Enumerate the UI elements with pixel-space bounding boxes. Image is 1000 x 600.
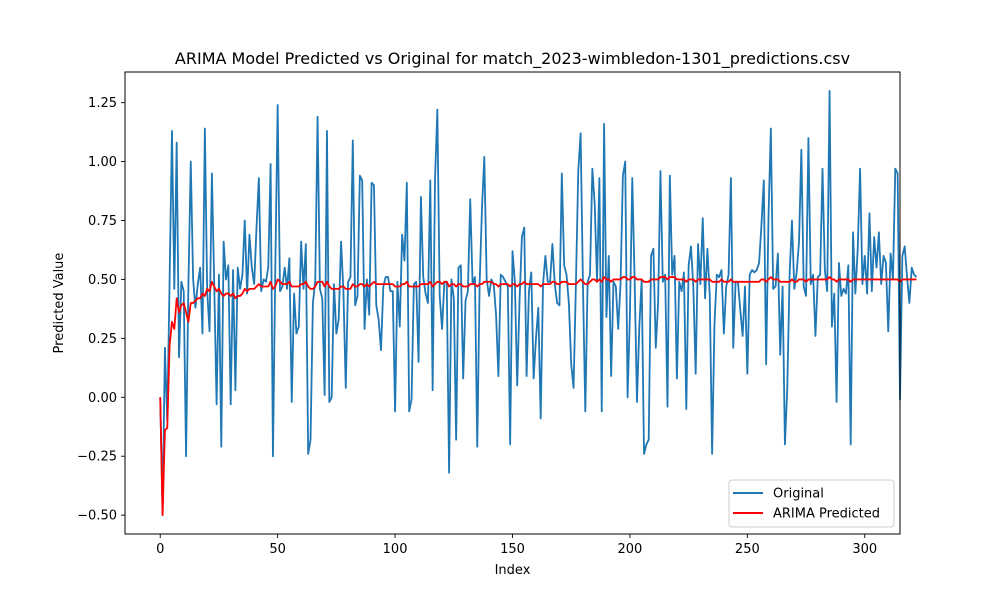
legend-box (728, 479, 895, 528)
y-tick-label: 0.25 (88, 332, 117, 347)
series-line-original (159, 89, 918, 517)
series-line-arima-predicted (159, 276, 917, 517)
chart-title: ARIMA Model Predicted vs Original for ma… (175, 49, 850, 69)
legend-label-arima-predicted: ARIMA Predicted (773, 507, 880, 522)
x-tick-label: 100 (383, 542, 408, 557)
x-axis: 0 50 100 150 200 250 300 (156, 534, 877, 557)
y-tick-label: 1.00 (88, 155, 117, 170)
y-tick-label: −0.50 (77, 509, 117, 524)
x-tick-label: 250 (735, 542, 760, 557)
y-tick-label: 0.00 (88, 391, 117, 406)
y-tick-label: −0.25 (77, 450, 117, 465)
y-tick-label: 0.75 (88, 214, 117, 229)
legend-label-original: Original (773, 487, 824, 502)
y-axis: −0.50 −0.25 0.00 0.25 0.50 0.75 1.00 1.25 (77, 96, 125, 524)
series-layer (159, 89, 918, 517)
x-tick-label: 150 (500, 542, 525, 557)
x-tick-label: 200 (618, 542, 643, 557)
legend: Original ARIMA Predicted (728, 479, 895, 528)
x-tick-label: 0 (156, 542, 164, 557)
x-axis-label: Index (495, 563, 531, 578)
y-tick-label: 1.25 (88, 96, 117, 111)
x-tick-label: 300 (852, 542, 877, 557)
x-tick-label: 50 (269, 542, 286, 557)
y-axis-label: Predicted Value (52, 253, 67, 354)
y-tick-label: 0.50 (88, 273, 117, 288)
